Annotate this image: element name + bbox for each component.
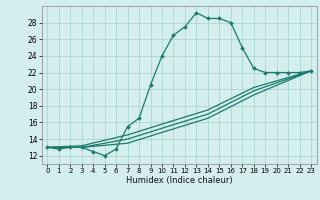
X-axis label: Humidex (Indice chaleur): Humidex (Indice chaleur) (126, 176, 233, 185)
